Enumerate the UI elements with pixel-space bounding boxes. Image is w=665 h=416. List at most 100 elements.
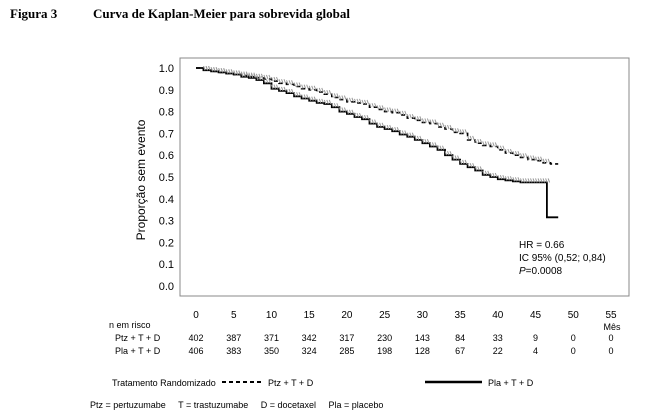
y-tick-label: 0.6 [159,150,174,162]
risk-row-label: Ptz + T + D [115,333,161,343]
censor-mark [361,115,364,120]
y-tick-label: 0.4 [159,194,174,206]
risk-table-value: 0 [571,333,576,343]
censor-mark [547,178,551,183]
x-tick-label: 25 [379,310,391,321]
censor-mark [527,178,530,183]
censor-mark [535,178,538,183]
censor-mark [540,178,543,183]
censor-mark [341,107,344,112]
censor-mark [419,116,422,121]
censor-mark [303,84,307,89]
censor-mark [394,127,397,132]
censor-mark [276,84,279,89]
censor-mark [343,107,347,112]
censor-mark [474,139,478,144]
censor-mark [535,156,538,161]
censor-mark [421,139,425,144]
risk-table: n em risco Ptz + T + D Pla + T + D 402 38… [109,320,614,356]
censor-mark [434,119,437,124]
censor-mark [366,115,369,120]
y-tick-label: 0.0 [159,281,174,293]
censor-mark [205,66,209,71]
censor-mark [286,80,289,85]
y-tick-label: 0.8 [159,107,174,119]
risk-table-value: 0 [571,346,576,356]
censor-mark [532,178,535,183]
censor-mark [326,89,329,95]
censor-mark [258,73,261,78]
p-value: =0.0008 [526,266,563,277]
censor-marks [203,66,551,183]
censor-mark [296,92,299,97]
x-tick-label: 35 [455,310,467,321]
x-tick-label: 0 [193,310,199,321]
censor-mark [482,170,485,175]
censor-mark [512,151,515,156]
censor-mark [525,153,528,158]
censor-mark [459,129,463,134]
censor-mark [457,128,460,133]
risk-row-label: Pla + T + D [115,346,161,356]
censor-mark [489,142,493,147]
censor-mark [278,86,281,92]
y-tick-label: 0.7 [159,128,174,140]
censor-mark [361,99,364,105]
censor-mark [359,112,362,118]
censor-mark [447,124,450,130]
censor-mark [281,86,284,92]
censor-mark [424,118,427,123]
censor-mark [381,122,385,128]
censor-mark [396,127,400,132]
censor-mark [379,122,382,128]
risk-table-value: 67 [455,346,465,356]
risk-table-value: 143 [415,333,430,343]
censor-mark [364,99,367,105]
censor-mark [336,103,339,108]
censor-mark [436,145,440,150]
censor-mark [265,74,269,80]
censor-mark [318,87,322,93]
censor-mark [452,128,455,133]
censor-mark [459,159,463,165]
censor-mark [396,108,400,113]
censor-mark [399,130,402,135]
censor-mark [213,67,216,72]
risk-table-value: 342 [302,333,317,343]
figure-header: Figura 3 Curva de Kaplan-Meier para sobr… [0,6,665,26]
censor-mark [228,69,231,74]
censor-mark [366,99,369,105]
censor-mark [454,128,458,133]
censor-mark [384,124,387,130]
censor-mark [389,124,392,130]
censor-mark [208,66,211,71]
censor-mark [514,151,518,156]
censor-mark [401,130,405,135]
censor-mark [268,79,271,84]
censor-mark [542,158,546,164]
censor-mark [328,89,332,95]
censor-mark [364,115,367,120]
censor-mark [333,103,337,108]
censor-mark [545,178,548,183]
censor-mark [444,124,447,130]
censor-mark [519,153,523,158]
censor-mark [379,105,382,110]
censor-mark [338,107,342,112]
censor-mark [245,72,249,77]
censor-mark [399,110,402,116]
censor-mark [381,105,385,110]
censor-mark [434,142,437,147]
censor-mark [504,176,508,181]
censor-mark [431,142,435,147]
y-axis-label: Proporção sem evento [134,119,148,240]
censor-mark [530,155,533,160]
censor-mark [384,107,387,112]
censor-mark [376,105,380,110]
censor-mark [414,116,417,121]
censor-mark [522,153,525,158]
risk-table-values: 402 387 371 342 317 230 143 84 33 9 0 0 406 383 350 324… [188,333,613,356]
censor-mark [444,151,447,156]
censor-mark [356,112,359,118]
